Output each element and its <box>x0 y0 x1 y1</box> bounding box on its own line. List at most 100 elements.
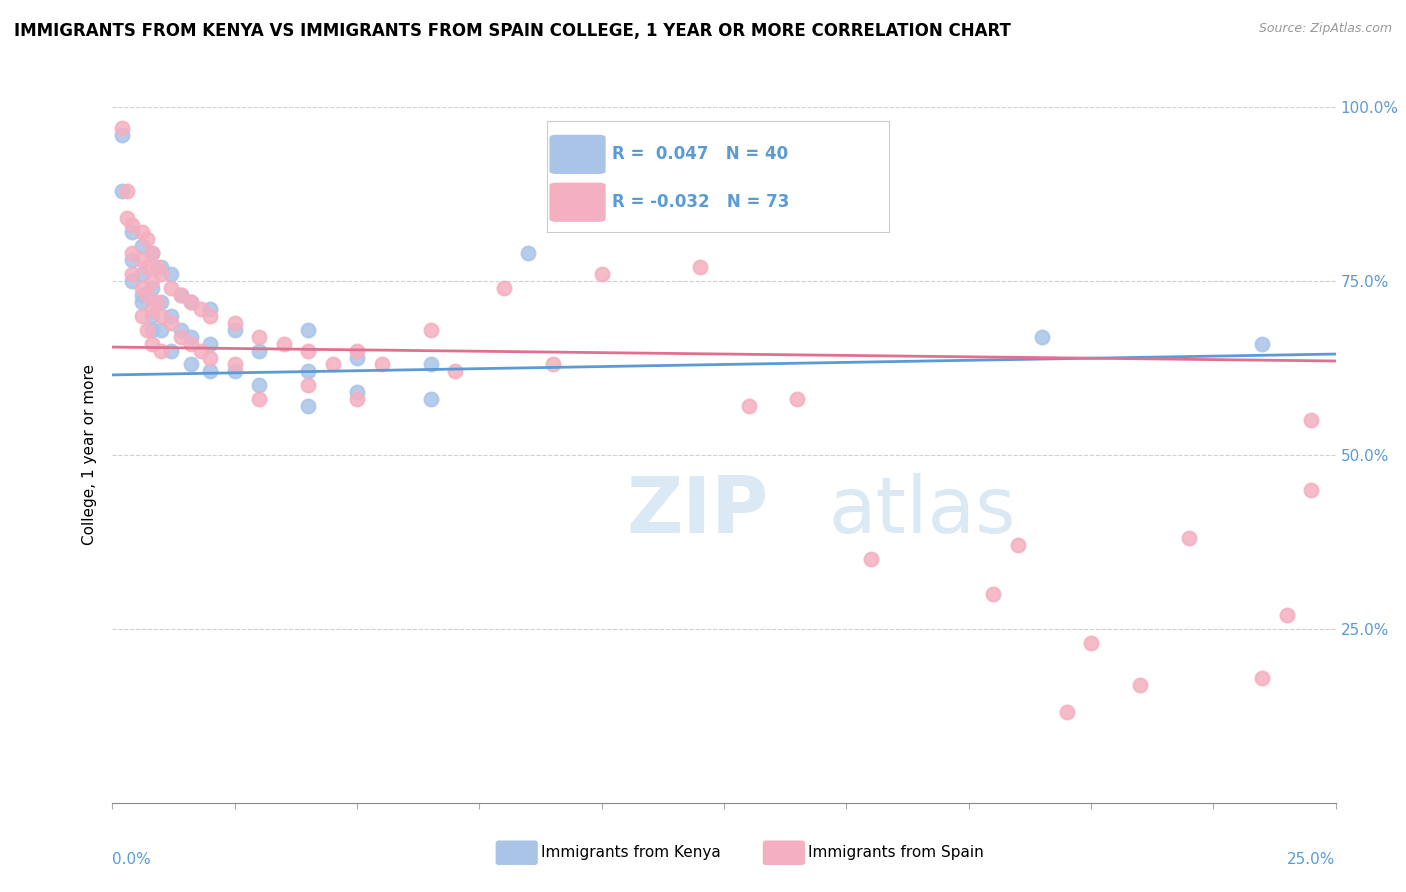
Point <box>135 288 157 302</box>
Point <box>1251 671 1274 685</box>
Point <box>981 587 1004 601</box>
Point <box>145 294 167 309</box>
Point <box>1178 532 1201 546</box>
Point <box>297 378 319 392</box>
Point <box>160 267 183 281</box>
Point <box>1275 607 1298 622</box>
Point <box>1031 329 1053 343</box>
Point <box>170 323 193 337</box>
Point <box>180 358 202 372</box>
Point <box>247 392 270 407</box>
Point <box>131 288 153 302</box>
Point <box>1301 413 1323 427</box>
Point <box>492 281 515 295</box>
Point <box>1056 706 1078 720</box>
Point <box>224 323 246 337</box>
Point <box>131 294 153 309</box>
Point <box>131 281 153 295</box>
Point <box>224 364 246 378</box>
Point <box>111 128 134 142</box>
Point <box>370 358 392 372</box>
Point <box>419 392 441 407</box>
Point <box>150 267 173 281</box>
Point <box>180 329 202 343</box>
Point <box>160 316 183 330</box>
Point <box>419 358 441 372</box>
Point <box>1007 538 1029 552</box>
Text: ZIP: ZIP <box>626 473 769 549</box>
Point <box>541 358 564 372</box>
Point <box>160 343 183 358</box>
Point <box>170 329 193 343</box>
Text: IMMIGRANTS FROM KENYA VS IMMIGRANTS FROM SPAIN COLLEGE, 1 YEAR OR MORE CORRELATI: IMMIGRANTS FROM KENYA VS IMMIGRANTS FROM… <box>14 22 1011 40</box>
Point <box>111 184 134 198</box>
Point <box>346 392 368 407</box>
Point <box>121 274 143 288</box>
Text: Immigrants from Spain: Immigrants from Spain <box>808 846 984 860</box>
Point <box>200 351 222 365</box>
Point <box>135 260 157 274</box>
Point <box>141 274 163 288</box>
Text: 0.0%: 0.0% <box>112 852 152 866</box>
Point <box>141 336 163 351</box>
Point <box>247 343 270 358</box>
Point <box>115 184 138 198</box>
Point <box>111 120 134 135</box>
Point <box>322 358 344 372</box>
Point <box>121 246 143 260</box>
Point <box>135 232 157 246</box>
Point <box>131 239 153 253</box>
Point <box>145 260 167 274</box>
Point <box>346 351 368 365</box>
Point <box>121 267 143 281</box>
Point <box>180 336 202 351</box>
Point <box>160 281 183 295</box>
Point <box>297 364 319 378</box>
Point <box>346 343 368 358</box>
Point <box>737 399 759 413</box>
Point <box>170 288 193 302</box>
Point <box>273 336 295 351</box>
Point <box>141 323 163 337</box>
Point <box>200 336 222 351</box>
Point <box>131 253 153 268</box>
Point <box>131 309 153 323</box>
Point <box>346 385 368 400</box>
Point <box>135 323 157 337</box>
Y-axis label: College, 1 year or more: College, 1 year or more <box>82 365 97 545</box>
Text: Immigrants from Kenya: Immigrants from Kenya <box>541 846 721 860</box>
Text: 25.0%: 25.0% <box>1288 852 1336 866</box>
Point <box>190 343 212 358</box>
Point <box>121 253 143 268</box>
Point <box>200 301 222 316</box>
Point <box>141 281 163 295</box>
Point <box>180 294 202 309</box>
Point <box>689 260 711 274</box>
Point <box>297 323 319 337</box>
Point <box>224 358 246 372</box>
Point <box>141 309 163 323</box>
Point <box>859 552 882 566</box>
Point <box>121 219 143 233</box>
Text: Source: ZipAtlas.com: Source: ZipAtlas.com <box>1258 22 1392 36</box>
Point <box>115 211 138 226</box>
Point <box>150 294 173 309</box>
Point <box>150 260 173 274</box>
Point <box>200 309 222 323</box>
Point <box>141 246 163 260</box>
Point <box>1080 636 1102 650</box>
Point <box>190 301 212 316</box>
Point <box>224 316 246 330</box>
Point <box>1251 336 1274 351</box>
Point <box>1129 677 1152 691</box>
Point <box>131 225 153 239</box>
Text: atlas: atlas <box>828 473 1015 549</box>
Point <box>160 309 183 323</box>
Point <box>200 364 222 378</box>
Point <box>419 323 441 337</box>
Point <box>247 378 270 392</box>
Point <box>141 301 163 316</box>
Point <box>150 343 173 358</box>
Point <box>150 309 173 323</box>
Point <box>247 329 270 343</box>
